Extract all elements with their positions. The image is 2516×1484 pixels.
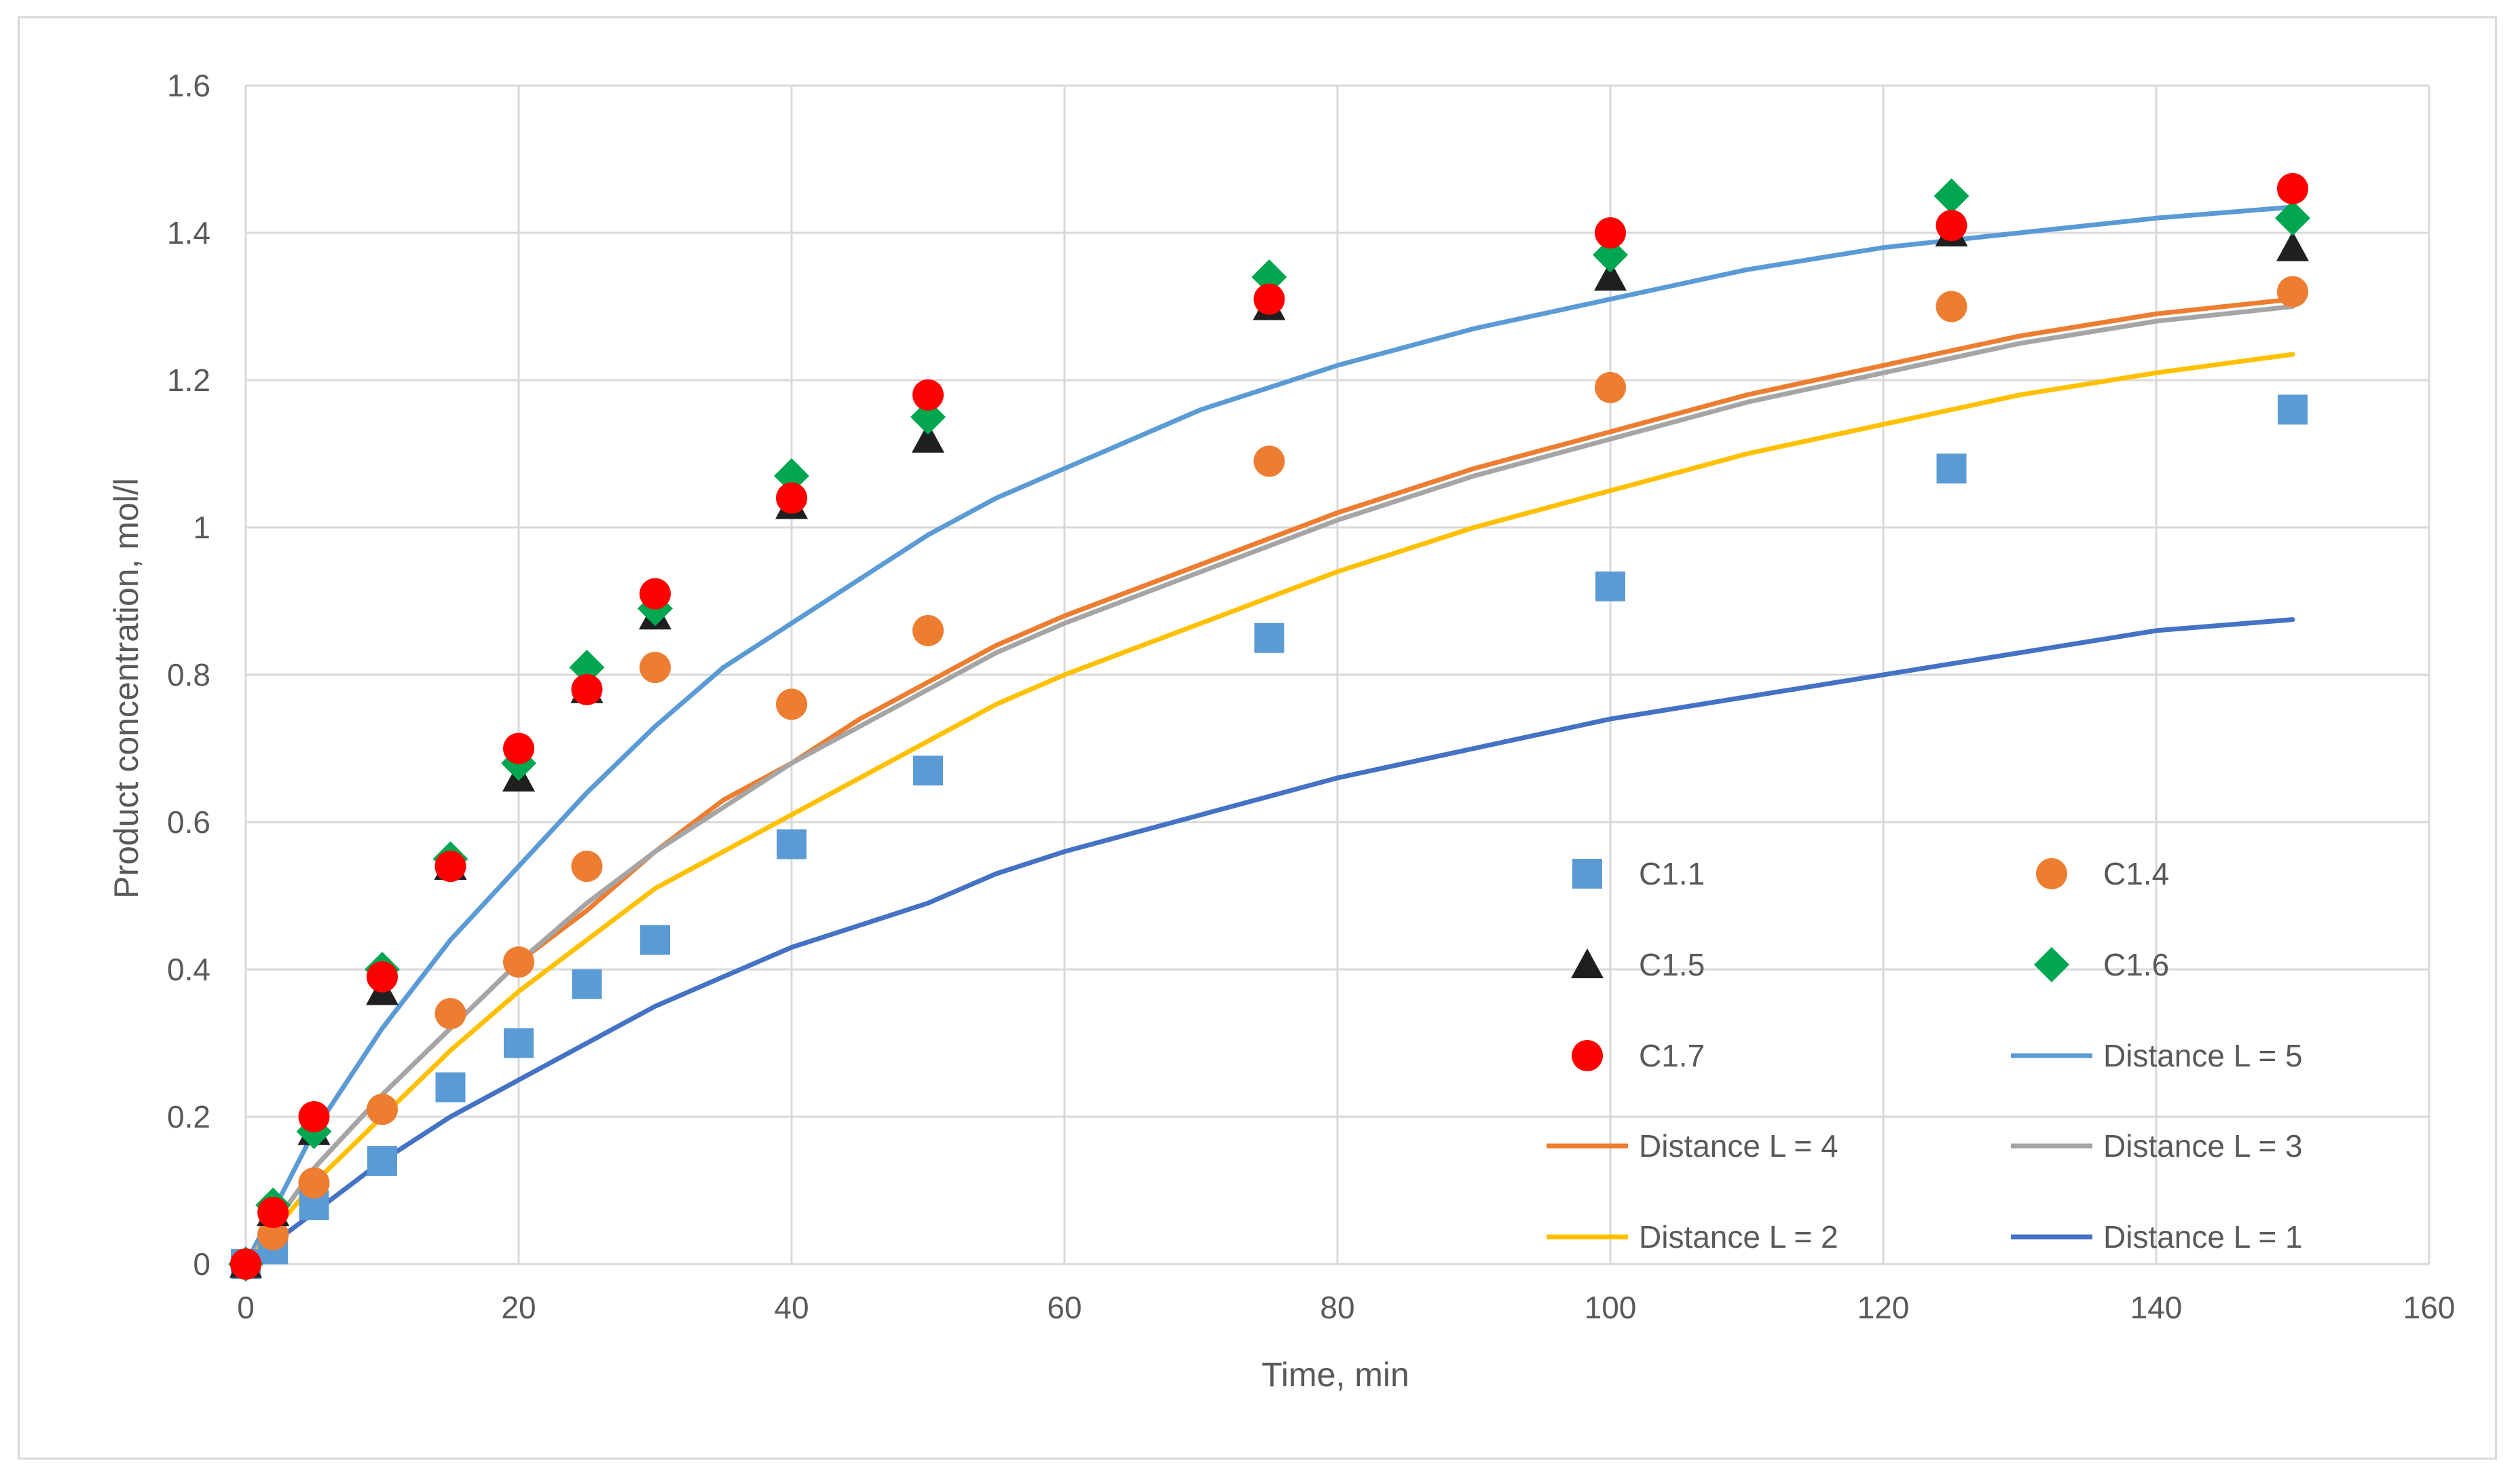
point-c1-1 <box>1595 571 1625 601</box>
y-tick-label: 0 <box>193 1246 210 1282</box>
y-tick-labels: 0 0.2 0.4 0.6 0.8 1 1.2 1.4 1.6 <box>167 68 210 1282</box>
y-tick-label: 1.2 <box>167 363 210 398</box>
x-tick-label: 80 <box>1320 1290 1354 1325</box>
line-distance-l-1 <box>243 617 2295 1267</box>
legend-label-distance-l-4: Distance L = 4 <box>1639 1128 1838 1164</box>
point-c1-1 <box>504 1028 534 1058</box>
point-c1-7 <box>1595 217 1626 248</box>
grid-lines <box>244 84 2430 1265</box>
legend-label-c1-5: C1.5 <box>1639 947 1705 982</box>
point-c1-1 <box>2278 394 2308 425</box>
point-c1-7 <box>503 732 534 764</box>
line-distance-l-3 <box>243 304 2295 1267</box>
point-c1-4 <box>1253 445 1285 477</box>
point-c1-6 <box>569 650 605 686</box>
line-distance-l-4 <box>243 297 2295 1267</box>
y-tick-label: 0.2 <box>167 1099 210 1134</box>
point-c1-1 <box>913 756 943 786</box>
point-c1-7 <box>640 578 671 610</box>
legend-swatch-c1-6 <box>2034 947 2069 982</box>
point-c1-4 <box>434 998 466 1030</box>
point-c1-4 <box>2277 276 2308 308</box>
series-lines <box>243 204 2295 1267</box>
point-c1-1 <box>640 925 670 955</box>
point-c1-4 <box>571 851 603 883</box>
point-c1-1 <box>1936 453 1967 484</box>
legend-swatch-c1-7 <box>1572 1040 1603 1071</box>
legend-swatch-c1-1 <box>1572 859 1602 889</box>
point-c1-7 <box>257 1197 289 1229</box>
legend-label-distance-l-3: Distance L = 3 <box>2103 1128 2303 1164</box>
point-c1-7 <box>1253 283 1285 315</box>
legend-label-distance-l-1: Distance L = 1 <box>2103 1219 2303 1255</box>
line-distance-l-2 <box>243 352 2295 1267</box>
y-tick-label: 1 <box>193 510 210 545</box>
legend-swatch-c1-4 <box>2036 858 2067 889</box>
point-c1-4 <box>912 614 944 646</box>
point-c1-6 <box>910 399 946 435</box>
point-c1-7 <box>776 482 807 514</box>
x-tick-label: 60 <box>1047 1290 1081 1325</box>
point-c1-7 <box>367 961 398 993</box>
point-c1-4 <box>640 652 671 684</box>
legend-label-c1-4: C1.4 <box>2103 856 2169 891</box>
legend-label-c1-1: C1.1 <box>1639 856 1705 891</box>
point-c1-1 <box>435 1072 466 1102</box>
point-c1-5 <box>912 422 944 453</box>
point-c1-7 <box>2277 172 2308 204</box>
x-tick-label: 120 <box>1857 1290 1910 1325</box>
point-c1-1 <box>777 829 807 859</box>
x-tick-label: 20 <box>501 1290 536 1325</box>
point-c1-7 <box>571 673 603 705</box>
point-c1-7 <box>298 1101 330 1132</box>
point-c1-7 <box>912 379 944 411</box>
point-c1-4 <box>257 1219 289 1250</box>
legend-label-c1-7: C1.7 <box>1639 1038 1705 1073</box>
point-c1-6 <box>1593 237 1628 273</box>
y-axis-title: Product concentration, mol/l <box>107 478 145 899</box>
point-c1-6 <box>1251 259 1287 295</box>
point-c1-6 <box>1934 178 1969 214</box>
x-tick-label: 40 <box>774 1290 809 1325</box>
y-tick-label: 0.8 <box>167 657 210 692</box>
point-c1-1 <box>572 969 602 999</box>
point-c1-5 <box>1594 261 1627 291</box>
x-tick-label: 0 <box>237 1290 255 1325</box>
point-c1-7 <box>1936 210 1967 242</box>
legend: C1.1 C1.4 C1.5 C1.6 C1.7 Distance L = 5 Distan… <box>1547 856 2303 1255</box>
legend-label-distance-l-5: Distance L = 5 <box>2103 1038 2303 1073</box>
point-c1-4 <box>298 1167 330 1199</box>
chart-frame <box>18 16 2497 1460</box>
legend-label-distance-l-2: Distance L = 2 <box>1639 1219 1838 1255</box>
series-markers <box>228 172 2310 1282</box>
x-tick-labels: 0 20 40 60 80 100 120 140 160 <box>237 1290 2455 1325</box>
y-tick-label: 1.4 <box>167 215 210 251</box>
point-c1-1 <box>1254 623 1284 653</box>
legend-swatch-c1-5 <box>1571 948 1604 978</box>
point-c1-7 <box>434 851 466 883</box>
point-c1-1 <box>367 1146 397 1176</box>
point-c1-4 <box>367 1094 398 1126</box>
point-c1-6 <box>2275 200 2310 236</box>
point-c1-7 <box>230 1248 261 1280</box>
legend-label-c1-6: C1.6 <box>2103 947 2169 982</box>
y-tick-label: 0.6 <box>167 804 210 840</box>
x-tick-label: 140 <box>2130 1290 2183 1325</box>
y-tick-label: 1.6 <box>167 68 210 103</box>
point-c1-4 <box>776 688 807 720</box>
point-c1-4 <box>1595 371 1626 403</box>
y-tick-label: 0.4 <box>167 952 210 987</box>
point-c1-4 <box>1936 291 1967 322</box>
x-axis-title: Time, min <box>1261 1356 1409 1394</box>
point-c1-4 <box>503 946 534 978</box>
point-c1-6 <box>774 458 809 494</box>
line-distance-l-5 <box>243 204 2295 1267</box>
x-tick-label: 160 <box>2403 1290 2456 1325</box>
x-tick-label: 100 <box>1585 1290 1637 1325</box>
point-c1-5 <box>2276 231 2309 261</box>
